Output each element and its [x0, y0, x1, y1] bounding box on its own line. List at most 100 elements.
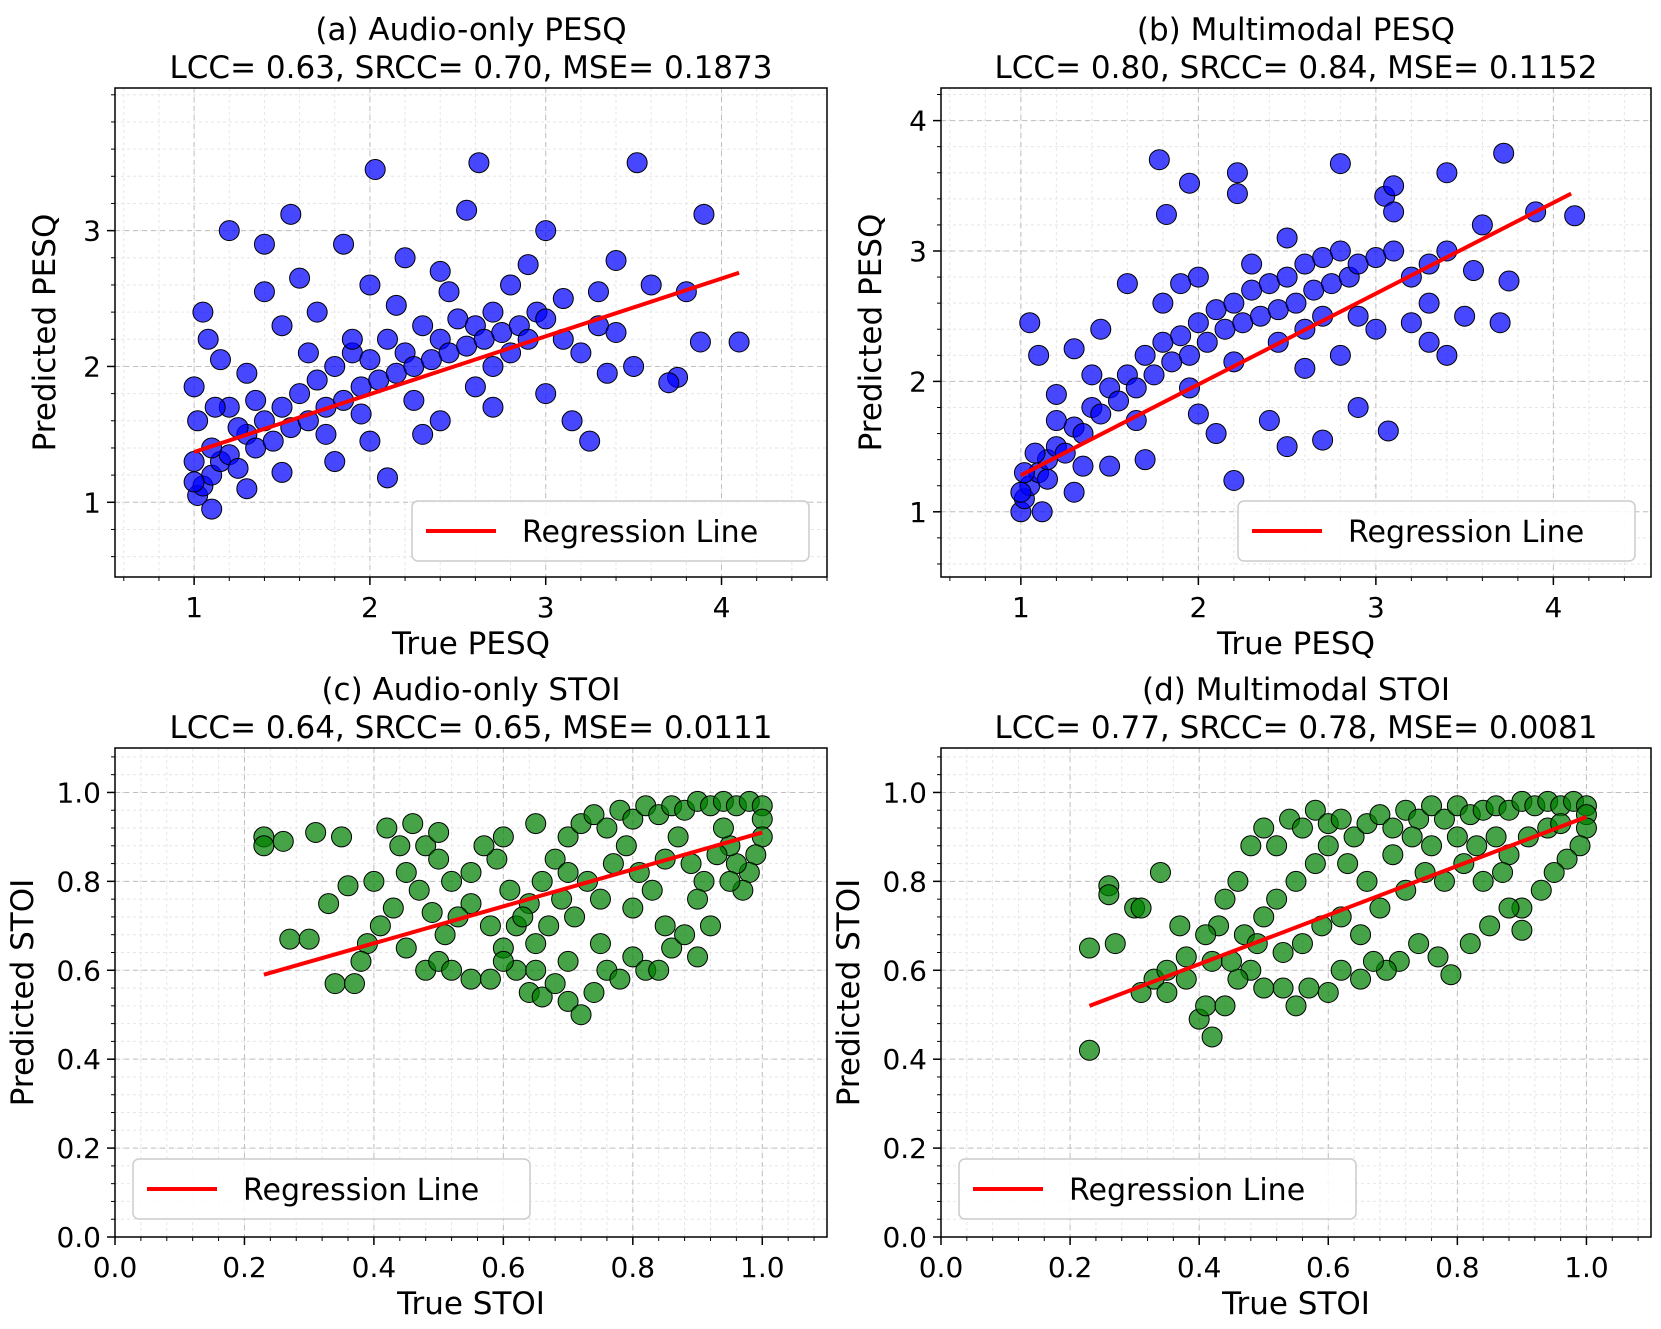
x-tick-label: 2 — [1189, 591, 1207, 624]
scatter-point — [1078, 1039, 1100, 1061]
scatter-point — [262, 430, 284, 452]
scatter-point — [187, 410, 209, 432]
scatter-point — [1329, 344, 1351, 366]
scatter-point — [570, 1004, 592, 1026]
scatter-point — [1031, 501, 1053, 523]
x-tick-label: 0.2 — [222, 1251, 267, 1284]
scatter-point — [1214, 318, 1236, 340]
scatter-point — [589, 933, 611, 955]
scatter-point — [460, 861, 482, 883]
scatter-point — [289, 383, 311, 405]
scatter-point — [658, 372, 680, 394]
scatter-point — [447, 308, 469, 330]
scatter-point — [1063, 481, 1085, 503]
y-tick-label: 2 — [909, 365, 927, 398]
scatter-point — [1291, 933, 1313, 955]
scatter-point — [333, 233, 355, 255]
scatter-point — [1179, 172, 1200, 194]
x-tick-label: 0.4 — [352, 1251, 397, 1284]
y-tick-label: 0.4 — [56, 1043, 101, 1076]
y-tick-label: 0.4 — [882, 1043, 927, 1076]
scatter-point — [402, 813, 424, 835]
scatter-point — [605, 322, 627, 343]
scatter-point — [382, 897, 404, 919]
scatter-point — [1258, 273, 1280, 295]
scatter-point — [289, 267, 311, 289]
scatter-point — [395, 861, 417, 883]
scatter-point — [1492, 861, 1514, 883]
scatter-point — [1454, 305, 1476, 327]
scatter-point — [1285, 870, 1307, 892]
scatter-point — [719, 870, 741, 892]
scatter-point — [1187, 403, 1209, 425]
scatter-point — [751, 808, 773, 830]
scatter-point — [441, 870, 463, 892]
scatter-point — [1285, 995, 1307, 1017]
x-tick-label: 1.0 — [1564, 1251, 1609, 1284]
scatter-point — [525, 933, 547, 955]
scatter-point — [1347, 305, 1369, 327]
scatter-point — [1489, 312, 1511, 334]
scatter-point — [1321, 273, 1342, 295]
scatter-point — [1471, 214, 1493, 236]
scatter-point — [1330, 808, 1352, 830]
scatter-point — [376, 817, 398, 839]
scatter-point — [420, 349, 442, 371]
scatter-point — [389, 835, 411, 857]
y-axis-label: Predicted PESQ — [853, 214, 889, 452]
scatter-point — [403, 389, 425, 411]
scatter-point — [456, 199, 478, 221]
scatter-point — [1329, 240, 1351, 262]
scatter-point — [525, 813, 547, 835]
chart-title: (c) Audio-only STOI — [321, 672, 620, 708]
scatter-point — [622, 946, 644, 968]
scatter-point — [1241, 279, 1263, 301]
scatter-point — [517, 254, 539, 276]
x-tick-label: 0.6 — [481, 1251, 526, 1284]
scatter-point — [1493, 142, 1515, 164]
scatter-point — [1148, 149, 1170, 171]
scatter-point — [1383, 201, 1405, 223]
scatter-point — [1436, 162, 1458, 184]
scatter-point — [1556, 848, 1578, 870]
scatter-point — [492, 826, 514, 848]
scatter-point — [1479, 915, 1501, 937]
y-tick-label: 3 — [909, 235, 927, 268]
y-tick-label: 2 — [83, 350, 101, 383]
scatter-point — [544, 973, 566, 995]
scatter-point — [1329, 153, 1351, 175]
scatter-point — [1298, 977, 1320, 999]
x-tick-label: 0.4 — [1177, 1251, 1222, 1284]
scatter-point — [1223, 470, 1245, 492]
scatter-point — [1337, 853, 1359, 875]
scatter-point — [376, 467, 398, 489]
scatter-point — [1472, 870, 1494, 892]
scatter-point — [438, 342, 460, 364]
scatter-point — [1463, 260, 1484, 282]
scatter-point — [1312, 247, 1334, 269]
y-tick-label: 0.6 — [56, 954, 101, 987]
y-axis-label: Predicted PESQ — [27, 214, 63, 452]
scatter-point — [305, 821, 327, 843]
scatter-point — [385, 362, 407, 384]
y-axis-label: Predicted STOI — [831, 879, 867, 1107]
y-tick-label: 0.2 — [882, 1132, 927, 1165]
scatter-point — [557, 990, 579, 1012]
x-tick-label: 0.0 — [93, 1251, 138, 1284]
chart-subtitle: LCC= 0.77, SRCC= 0.78, MSE= 0.0081 — [995, 710, 1598, 746]
x-tick-label: 0.6 — [1306, 1251, 1351, 1284]
regression-line — [193, 270, 740, 454]
scatter-point — [1149, 861, 1171, 883]
scatter-point — [183, 451, 205, 473]
scatter-point — [535, 383, 557, 405]
scatter-point — [531, 870, 553, 892]
scatter-point — [464, 376, 486, 398]
scatter-point — [1498, 897, 1520, 919]
scatter-point — [236, 478, 258, 500]
scatter-point — [745, 844, 767, 866]
scatter-point — [561, 410, 583, 432]
scatter-point — [512, 906, 534, 928]
scatter-point — [1418, 292, 1440, 314]
scatter-point — [1304, 799, 1326, 821]
scatter-point — [1362, 950, 1384, 972]
